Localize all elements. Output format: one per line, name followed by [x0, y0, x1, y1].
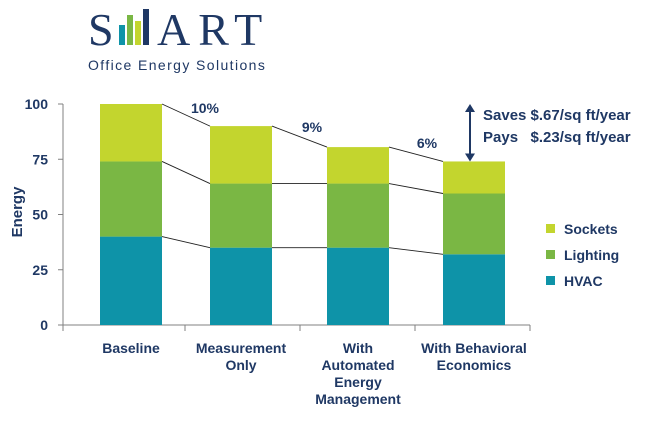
legend-swatch: [546, 224, 555, 233]
y-tick-label: 25: [32, 262, 48, 278]
y-tick-label: 0: [40, 317, 48, 333]
savings-annotation: Saves $.67/sq ft/year Pays $.23/sq ft/yea…: [465, 104, 631, 162]
logo-bar: [119, 25, 125, 45]
x-category-label: With Behavioral Economics: [421, 340, 527, 373]
bar-segment: [210, 126, 272, 184]
annotation-line: Saves $.67/sq ft/year: [483, 107, 631, 124]
legend-swatch: [546, 276, 555, 285]
bar-segment: [100, 236, 162, 325]
smart-logo: S ART Office Energy Solutions: [88, 4, 270, 73]
legend: Sockets Lighting HVAC: [546, 221, 619, 289]
bar-segment: [443, 254, 505, 325]
reduction-label: 9%: [302, 119, 323, 135]
logo-tagline: Office Energy Solutions: [88, 57, 266, 73]
bar-segment: [327, 247, 389, 325]
arrow-head-up: [465, 104, 475, 112]
logo-letter-s: S: [88, 4, 114, 55]
reduction-labels: 10% 9% 6%: [191, 100, 438, 151]
annotation-line: Pays $.23/sq ft/year: [483, 129, 631, 146]
legend-label: Sockets: [564, 221, 618, 237]
logo-bar: [143, 9, 149, 45]
bar-segment: [100, 161, 162, 237]
y-tick-label: 75: [32, 151, 48, 167]
connector-lines: [161, 103, 444, 255]
connector-line: [388, 146, 444, 162]
y-axis-label: Energy: [9, 186, 26, 238]
bar-segment: [327, 147, 389, 184]
y-tick-label: 50: [32, 207, 48, 223]
reduction-label: 10%: [191, 100, 220, 116]
logo-letters-art: ART: [157, 4, 270, 55]
bar-segment: [327, 183, 389, 248]
connector-line: [388, 247, 444, 255]
bar-segment: [100, 104, 162, 162]
connector-line: [388, 183, 444, 194]
arrow-head-down: [465, 153, 475, 162]
bar-segment: [210, 247, 272, 325]
x-category-label: With Automated Energy Management: [315, 340, 401, 407]
logo-bar: [135, 21, 141, 45]
legend-label: Lighting: [564, 247, 619, 263]
reduction-label: 6%: [417, 135, 438, 151]
y-tick-label: 100: [25, 96, 49, 112]
legend-swatch: [546, 250, 555, 259]
bar-segment: [443, 193, 505, 255]
x-axis-labels: Baseline Measurement Only With Automated Ener…: [102, 340, 527, 407]
x-category-label: Baseline: [102, 340, 160, 356]
legend-label: HVAC: [564, 273, 603, 289]
logo-bar: [127, 15, 133, 45]
x-category-label: Measurement Only: [196, 340, 287, 373]
connector-line: [161, 236, 211, 249]
bar-segment: [443, 161, 505, 194]
connector-line: [161, 161, 211, 184]
bar-segment: [210, 183, 272, 248]
logo-bar-icon: [119, 9, 149, 45]
bars-group: [100, 104, 505, 325]
connector-line: [161, 103, 211, 127]
connector-line: [271, 125, 328, 148]
